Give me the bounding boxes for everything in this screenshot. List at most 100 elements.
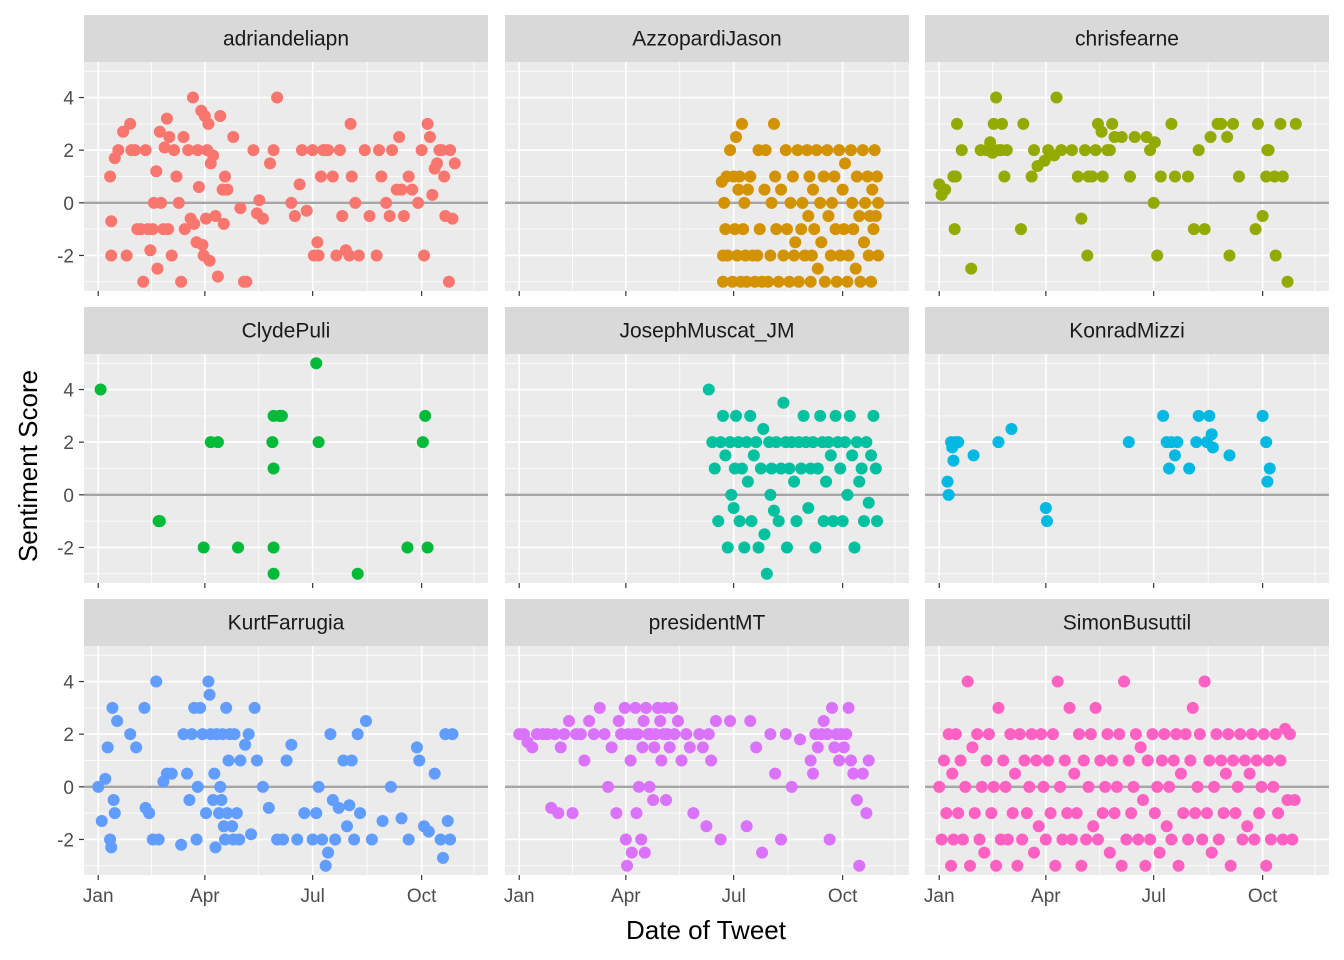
data-point: [209, 209, 222, 222]
data-point: [139, 144, 152, 157]
data-point: [767, 117, 780, 130]
data-point: [834, 249, 847, 262]
data-point: [872, 196, 885, 209]
data-point: [1037, 780, 1050, 793]
data-point: [728, 223, 741, 236]
data-point: [1051, 675, 1064, 688]
data-point: [1171, 436, 1184, 449]
data-point: [574, 728, 587, 741]
facet-strip: [84, 307, 488, 354]
data-point: [817, 715, 830, 728]
data-point: [853, 859, 866, 872]
data-point: [605, 741, 618, 754]
data-point: [211, 436, 224, 449]
data-point: [857, 236, 870, 249]
data-point: [105, 215, 118, 228]
data-point: [837, 223, 850, 236]
y-tick-label: 0: [63, 486, 74, 507]
data-point: [1017, 117, 1030, 130]
data-point: [833, 754, 846, 767]
data-point: [1234, 728, 1247, 741]
data-point: [721, 541, 734, 554]
data-point: [267, 144, 280, 157]
data-point: [214, 780, 227, 793]
x-tick-label: Jul: [301, 886, 325, 907]
data-point: [1153, 846, 1166, 859]
data-point: [230, 807, 243, 820]
facet-panel: chrisfearne: [925, 15, 1329, 296]
data-point: [221, 183, 234, 196]
data-point: [1154, 170, 1167, 183]
data-point: [423, 131, 436, 144]
data-point: [218, 833, 231, 846]
data-point: [955, 144, 968, 157]
data-point: [796, 196, 809, 209]
facet-strip: [505, 599, 909, 646]
data-point: [1191, 780, 1204, 793]
x-tick-label: Oct: [828, 886, 858, 907]
data-point: [795, 223, 808, 236]
data-point: [825, 701, 838, 714]
data-point: [649, 728, 662, 741]
data-point: [1227, 117, 1240, 130]
data-point: [990, 859, 1003, 872]
data-point: [792, 275, 805, 288]
data-point: [660, 793, 673, 806]
data-point: [716, 409, 729, 422]
data-point: [775, 462, 788, 475]
data-point: [750, 436, 763, 449]
data-point: [352, 249, 365, 262]
data-point: [1163, 462, 1176, 475]
data-point: [788, 249, 801, 262]
data-point: [1115, 131, 1128, 144]
data-point: [638, 846, 651, 859]
data-point: [1025, 170, 1038, 183]
data-point: [998, 170, 1011, 183]
data-point: [756, 846, 769, 859]
data-point: [1044, 807, 1057, 820]
data-point: [865, 449, 878, 462]
data-point: [1046, 728, 1059, 741]
data-point: [1129, 728, 1142, 741]
data-point: [234, 202, 247, 215]
data-point: [1063, 701, 1076, 714]
x-tick-label: Apr: [190, 886, 220, 907]
data-point: [1272, 807, 1285, 820]
data-point: [431, 157, 444, 170]
data-point: [373, 144, 386, 157]
data-point: [860, 436, 873, 449]
data-point: [1055, 144, 1068, 157]
data-point: [721, 249, 734, 262]
data-point: [709, 715, 722, 728]
data-point: [436, 851, 449, 864]
data-point: [202, 675, 215, 688]
data-point: [810, 144, 823, 157]
data-point: [444, 144, 457, 157]
data-point: [732, 183, 745, 196]
data-point: [846, 449, 859, 462]
data-point: [1231, 780, 1244, 793]
data-point: [295, 144, 308, 157]
data-point: [714, 833, 727, 846]
data-point: [207, 149, 220, 162]
data-point: [351, 728, 364, 741]
data-point: [150, 165, 163, 178]
data-point: [1283, 728, 1296, 741]
data-point: [747, 449, 760, 462]
data-point: [1245, 728, 1258, 741]
data-point: [1101, 728, 1114, 741]
data-point: [770, 223, 783, 236]
data-point: [750, 741, 763, 754]
data-point: [330, 249, 343, 262]
data-point: [1096, 170, 1109, 183]
data-point: [226, 820, 239, 833]
data-point: [1267, 780, 1280, 793]
data-point: [803, 170, 816, 183]
data-point: [153, 515, 166, 528]
data-point: [783, 462, 796, 475]
data-point: [363, 209, 376, 222]
data-point: [956, 833, 969, 846]
data-point: [182, 144, 195, 157]
data-point: [833, 144, 846, 157]
data-point: [757, 423, 770, 436]
